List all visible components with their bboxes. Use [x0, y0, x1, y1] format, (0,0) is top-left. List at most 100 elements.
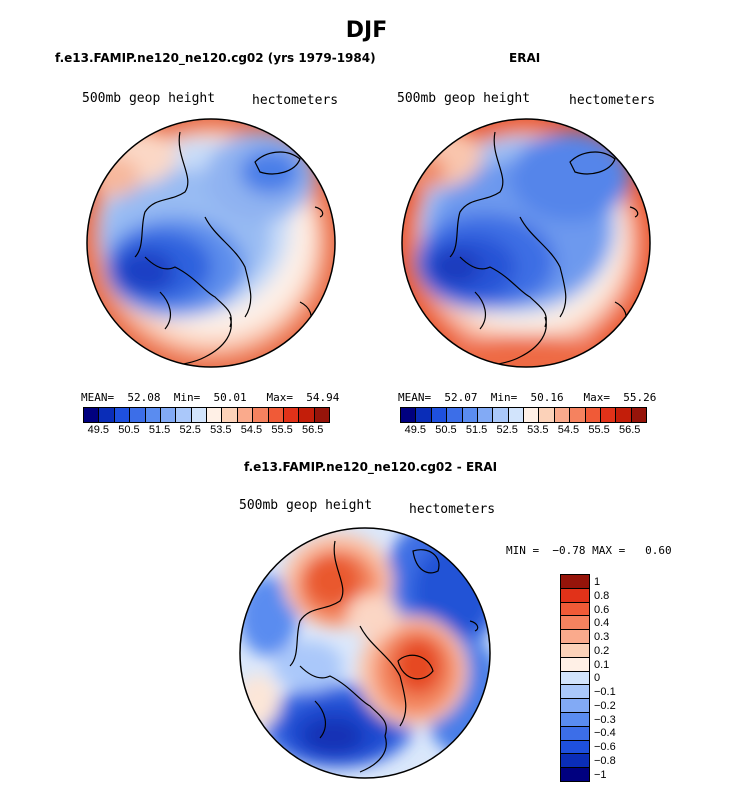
colorbar-tick-label: 51.5	[465, 424, 488, 436]
model-mean-label: MEAN=	[81, 391, 115, 404]
colorbar-swatch	[145, 408, 161, 422]
obs-stats: MEAN= 52.07 Min= 50.16 Max= 55.26	[398, 391, 656, 404]
model-panel-title: f.e13.FAMIP.ne120_ne120.cg02 (yrs 1979-1…	[55, 51, 376, 65]
colorbar-tick-label: 1	[594, 576, 601, 589]
diff-minmax: MIN = −0.78 MAX = 0.60	[506, 544, 672, 557]
model-mean-value: 52.08	[127, 391, 161, 404]
colorbar-swatch	[508, 408, 524, 422]
colorbar-tick-label: −0.1	[594, 686, 616, 699]
colorbar-tick-label: 50.5	[118, 424, 140, 436]
obs-panel-title: ERAI	[509, 51, 541, 65]
colorbar-tick-label: 54.5	[557, 424, 580, 436]
colorbar-tick-label: 0.8	[594, 589, 610, 602]
diff-colorbar-labels: 1 0.8 0.6 0.4 0.3 0.2 0.1 0 −0.1 −0.2 −0.3 −0.4 −0.6…	[594, 574, 634, 780]
diff-unit-label: hectometers	[409, 502, 496, 517]
colorbar-tick-label: 52.5	[179, 424, 201, 436]
colorbar-tick-label: 53.5	[210, 424, 232, 436]
colorbar-swatch	[561, 643, 589, 658]
colorbar-tick-label: 55.5	[271, 424, 293, 436]
colorbar-tick-label: 56.5	[301, 424, 324, 436]
colorbar-swatch	[253, 408, 269, 422]
colorbar-swatch	[561, 575, 589, 589]
colorbar-tick-label: 49.5	[404, 424, 427, 436]
colorbar-swatch	[561, 699, 589, 713]
colorbar-tick-label: 52.5	[496, 424, 518, 436]
obs-min-label: Min=	[490, 391, 518, 404]
colorbar-swatch	[561, 630, 589, 644]
obs-max-label: Max=	[583, 391, 611, 404]
colorbar-tick-label: 49.5	[87, 424, 110, 436]
model-max-value: 54.94	[306, 391, 340, 404]
colorbar-tick-label: −0.3	[594, 713, 616, 726]
colorbar-swatch	[570, 408, 586, 422]
colorbar-swatch	[477, 408, 494, 422]
colorbar-tick-label: 0.6	[594, 603, 610, 616]
colorbar-swatch	[631, 408, 646, 422]
colorbar-swatch	[431, 408, 448, 422]
obs-mean-value: 52.07	[444, 391, 478, 404]
colorbar-tick-label: 50.5	[435, 424, 457, 436]
colorbar-swatch	[160, 408, 177, 422]
colorbar-swatch	[616, 408, 632, 422]
colorbar-swatch	[561, 768, 589, 781]
model-max-label: Max=	[266, 391, 294, 404]
colorbar-swatch	[99, 408, 115, 422]
colorbar-swatch	[222, 408, 238, 422]
colorbar-tick-label: −1	[594, 768, 607, 781]
colorbar-swatch	[561, 740, 589, 755]
model-colorbar-labels: 49.5 50.5 51.5 52.5 53.5 54.5 55.5 56.5	[83, 424, 328, 438]
diff-polar-map	[239, 527, 491, 779]
colorbar-swatch	[561, 754, 589, 769]
colorbar-swatch	[585, 408, 601, 422]
obs-max-value: 55.26	[623, 391, 657, 404]
colorbar-swatch	[130, 408, 146, 422]
colorbar-tick-label: −0.8	[594, 754, 616, 767]
colorbar-swatch	[600, 408, 617, 422]
colorbar-swatch	[561, 657, 589, 672]
colorbar-swatch	[447, 408, 463, 422]
colorbar-swatch	[493, 408, 509, 422]
colorbar-tick-label: 53.5	[527, 424, 549, 436]
colorbar-tick-label: 56.5	[618, 424, 641, 436]
diff-variable-label: 500mb geop height	[239, 498, 373, 513]
colorbar-swatch	[561, 602, 589, 617]
colorbar-swatch	[237, 408, 254, 422]
obs-min-value: 50.16	[530, 391, 564, 404]
colorbar-tick-label: 0.3	[594, 631, 610, 644]
colorbar-swatch	[539, 408, 555, 422]
colorbar-swatch	[561, 726, 589, 741]
colorbar-swatch	[314, 408, 329, 422]
colorbar-swatch	[554, 408, 571, 422]
obs-colorbar	[400, 407, 647, 423]
colorbar-swatch	[462, 408, 478, 422]
diff-panel-title: f.e13.FAMIP.ne120_ne120.cg02 - ERAI	[244, 460, 498, 474]
colorbar-tick-label: 54.5	[240, 424, 263, 436]
colorbar-swatch	[176, 408, 192, 422]
colorbar-swatch	[561, 671, 589, 686]
colorbar-swatch	[84, 408, 100, 422]
diff-colorbar	[560, 574, 590, 782]
colorbar-tick-label: 0.4	[594, 617, 610, 630]
colorbar-swatch	[524, 408, 540, 422]
colorbar-swatch	[283, 408, 300, 422]
colorbar-tick-label: 51.5	[148, 424, 171, 436]
obs-unit-label: hectometers	[569, 93, 656, 108]
season-title: DJF	[345, 18, 388, 43]
colorbar-swatch	[561, 712, 589, 727]
colorbar-swatch	[299, 408, 315, 422]
model-stats: MEAN= 52.08 Min= 50.01 Max= 54.94	[81, 391, 339, 404]
colorbar-swatch	[207, 408, 223, 422]
colorbar-tick-label: 0.1	[594, 658, 610, 671]
colorbar-swatch	[561, 616, 589, 631]
model-polar-map	[86, 118, 336, 368]
colorbar-swatch	[561, 588, 589, 603]
colorbar-swatch	[401, 408, 417, 422]
obs-variable-label: 500mb geop height	[397, 91, 531, 106]
obs-polar-map	[401, 118, 651, 368]
colorbar-swatch	[191, 408, 207, 422]
colorbar-tick-label: 55.5	[588, 424, 610, 436]
model-min-value: 50.01	[213, 391, 247, 404]
colorbar-tick-label: −0.4	[594, 727, 616, 740]
model-variable-label: 500mb geop height	[82, 91, 216, 106]
colorbar-tick-label: −0.2	[594, 699, 616, 712]
